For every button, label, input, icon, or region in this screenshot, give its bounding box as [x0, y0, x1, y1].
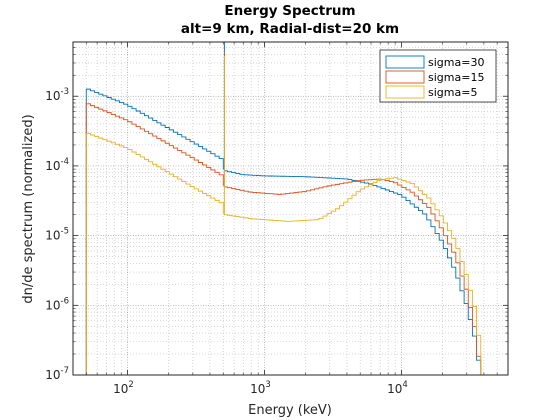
x-tick-label: 104	[387, 380, 408, 396]
legend-label: sigma=5	[428, 86, 477, 99]
legend-box	[379, 49, 497, 103]
series-line	[85, 55, 482, 376]
x-tick-label: 102	[113, 380, 134, 396]
chart-title: Energy Spectrum	[224, 3, 355, 19]
legend-swatch	[385, 85, 425, 99]
y-tick-label: 10-7	[45, 366, 69, 382]
chart-subtitle: alt=9 km, Radial-dist=20 km	[181, 21, 399, 37]
x-axis-label: Energy (keV)	[248, 403, 332, 418]
legend: sigma=30 sigma=15 sigma=5	[379, 49, 497, 103]
axis-ticks: 102 103 104 10-7 10-6 10-5 10-4 10-3	[45, 42, 508, 396]
legend-swatch	[385, 55, 425, 69]
x-tick-label: 103	[250, 380, 271, 396]
legend-label: sigma=15	[428, 71, 484, 84]
series-line	[85, 42, 482, 376]
series-line	[85, 52, 482, 376]
legend-label: sigma=30	[428, 56, 484, 69]
y-tick-label: 10-3	[45, 87, 69, 103]
y-tick-label: 10-6	[45, 296, 69, 312]
y-tick-label: 10-4	[45, 157, 69, 173]
y-axis-label: dn/de spectrum (normalized)	[21, 114, 36, 303]
plot-frame	[72, 41, 509, 376]
y-tick-label: 10-5	[45, 227, 69, 243]
legend-swatch	[385, 70, 425, 84]
plot-series	[85, 42, 482, 376]
